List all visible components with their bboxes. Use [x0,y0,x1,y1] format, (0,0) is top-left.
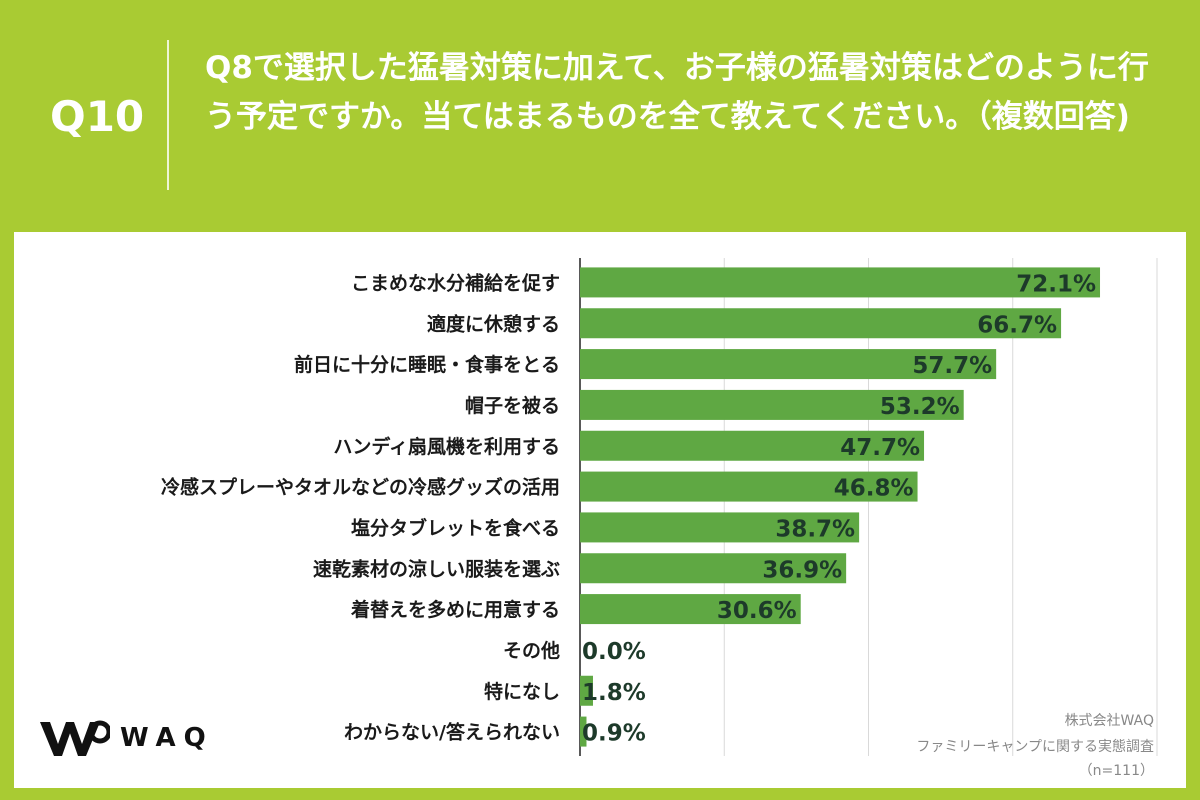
data-label: 0.9% [582,721,646,747]
data-label: 36.9% [762,557,842,583]
data-label: 38.7% [775,516,855,542]
data-label: 46.8% [834,476,914,502]
question-text: Q8で選択した猛暑対策に加えて、お子様の猛暑対策はどのように行う予定ですか。当て… [205,50,1149,135]
brand-logo: WAQ [40,718,214,758]
bar [580,471,918,502]
bar [580,349,997,380]
bar [580,512,860,543]
data-label: 57.7% [912,353,992,379]
question-divider [167,40,169,190]
bar [580,267,1101,298]
category-label: 冷感スプレーやタオルなどの冷感グッズの活用 [161,476,560,499]
category-label: わからない/答えられない [344,721,560,744]
category-label: 着替えを多めに用意する [351,598,560,621]
bar [580,389,964,420]
source-company: 株式会社WAQ [1064,713,1154,729]
category-label: ハンディ扇風機を利用する [333,435,560,458]
data-label: 66.7% [977,312,1057,338]
bar [580,716,587,747]
category-label: その他 [503,639,560,662]
waq-logo-icon [40,720,110,756]
data-label: 1.8% [582,680,646,706]
category-label: 塩分タブレットを食べる [351,516,560,539]
bar [580,553,847,584]
data-label: 72.1% [1016,271,1096,297]
bar [580,594,801,625]
bar-chart: こまめな水分補給を促す 72.1% 適度に休憩する 66.7% 前日に十分に睡眠・食事を… [161,258,1158,756]
bar [580,308,1062,339]
data-label: 53.2% [880,394,960,420]
category-label: 帽子を被る [465,394,560,417]
category-label: こまめな水分補給を促す [351,271,560,294]
data-label: 47.7% [840,435,920,461]
data-label: 30.6% [717,598,797,624]
source-sample: （n=111） [1078,763,1154,779]
bar [580,430,925,461]
chart-panel: こまめな水分補給を促す 72.1% 適度に休憩する 66.7% 前日に十分に睡眠・食事を… [14,232,1186,788]
category-label: 適度に休憩する [427,312,560,335]
category-label: 前日に十分に睡眠・食事をとる [294,353,560,376]
source-survey: ファミリーキャンプに関する実態調査 [916,739,1154,755]
category-label: 速乾素材の涼しい服装を選ぶ [313,557,560,580]
question-number: Q10 [50,92,145,141]
data-label: 0.0% [582,639,646,665]
bar [580,675,593,706]
category-label: 特になし [484,681,560,703]
brand-name: WAQ [120,723,214,753]
